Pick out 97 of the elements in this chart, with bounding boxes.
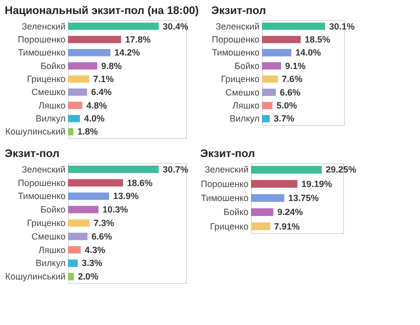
bar — [68, 36, 122, 44]
y-tick-label: Вилкул — [36, 114, 66, 124]
data-label: 7.1% — [93, 74, 114, 84]
data-label: 17.8% — [125, 34, 151, 44]
bar — [68, 219, 90, 227]
y-tick-label: Гриценко — [210, 221, 248, 232]
bar — [251, 194, 284, 202]
data-label: 4.0% — [84, 114, 104, 124]
y-tick-label: Порошенко — [18, 34, 66, 44]
data-label: 30.4% — [162, 21, 188, 32]
bar — [68, 62, 98, 70]
bar — [262, 75, 278, 83]
chart-title: Экзит-пол — [211, 5, 266, 17]
bar — [68, 102, 82, 109]
bar — [262, 115, 270, 122]
data-label: 5.0% — [276, 100, 297, 111]
y-tick-label: Порошенко — [212, 34, 260, 44]
data-label: 9.8% — [101, 60, 122, 71]
data-label: 7.3% — [94, 218, 114, 228]
bar — [68, 246, 81, 254]
data-label: 6.4% — [91, 87, 112, 98]
data-label: 10.3% — [102, 204, 128, 215]
data-label: 29.25% — [326, 164, 356, 175]
bar — [251, 166, 322, 174]
data-label: 13.75% — [288, 193, 319, 203]
y-tick-label: Бойко — [234, 60, 260, 71]
bar — [68, 272, 74, 280]
data-label: 9.24% — [277, 207, 303, 218]
data-label: 2.0% — [78, 272, 98, 282]
data-label: 13.9% — [113, 191, 139, 202]
data-label: 7.6% — [282, 74, 302, 84]
data-label: 3.3% — [82, 258, 102, 268]
y-tick-label: Ляшко — [38, 244, 66, 255]
y-tick-label: Тимошенко — [18, 191, 66, 202]
y-tick-label: Зеленский — [22, 164, 66, 174]
bar — [262, 88, 276, 96]
y-tick-label: Смешко — [32, 231, 66, 242]
y-tick-label: Зеленский — [216, 21, 260, 32]
bar — [68, 179, 123, 186]
y-tick-label: Бойко — [224, 207, 248, 218]
data-label: 18.5% — [304, 34, 330, 44]
y-tick-label: Тимошенко — [200, 193, 248, 203]
bar — [68, 88, 88, 96]
y-tick-label: Зеленский — [204, 164, 248, 175]
y-tick-label: Гриценко — [27, 74, 66, 84]
data-label: 7.91% — [274, 221, 300, 232]
data-label: 6.6% — [92, 231, 112, 242]
bar — [68, 114, 80, 122]
bar — [68, 128, 74, 136]
bar — [68, 232, 88, 240]
bar — [262, 49, 292, 56]
data-label: 30.7% — [162, 164, 188, 174]
data-label: 4.8% — [86, 100, 107, 110]
bar — [68, 22, 159, 30]
data-label: 3.7% — [274, 114, 294, 124]
chart-title: Экзит-пол — [200, 148, 255, 160]
y-tick-label: Порошенко — [18, 178, 66, 188]
bar — [68, 75, 90, 83]
data-label: 4.3% — [84, 244, 106, 255]
bar — [262, 22, 326, 30]
bar — [262, 36, 301, 44]
data-label: 6.6% — [280, 87, 300, 98]
y-tick-label: Гриценко — [221, 74, 260, 84]
data-label: 18.6% — [126, 178, 153, 188]
bar — [68, 206, 98, 214]
y-tick-label: Ляшко — [38, 100, 66, 110]
data-label: 19.19% — [301, 178, 332, 189]
y-tick-label: Тимошенко — [212, 48, 260, 58]
y-tick-label: Вилкул — [36, 258, 66, 268]
y-tick-label: Смешко — [226, 87, 260, 98]
bar — [68, 260, 78, 267]
chart-title: Экзит-пол — [4, 148, 60, 160]
data-label: 14.0% — [295, 48, 321, 58]
bar — [68, 49, 110, 56]
y-tick-label: Порошенко — [200, 178, 248, 189]
bar — [251, 208, 274, 216]
chart-title: Национальный экзит-пол (на 18:00) — [4, 5, 200, 17]
y-tick-label: Зеленский — [22, 21, 66, 32]
y-tick-label: Смешко — [32, 87, 66, 98]
data-label: 14.2% — [114, 48, 140, 58]
data-label: 30.1% — [329, 21, 355, 32]
y-tick-label: Бойко — [40, 204, 66, 215]
bar — [262, 62, 282, 70]
data-label: 9.1% — [285, 60, 306, 71]
y-tick-label: Тимошенко — [18, 48, 66, 58]
y-tick-label: Ляшко — [232, 100, 260, 111]
y-tick-label: Кошулинський — [5, 272, 66, 282]
bar — [68, 166, 159, 174]
data-label: 1.8% — [77, 126, 98, 137]
y-tick-label: Вилкул — [230, 114, 260, 124]
y-tick-label: Кошулинський — [5, 126, 66, 137]
y-tick-label: Бойко — [40, 60, 66, 71]
y-tick-label: Гриценко — [27, 218, 66, 228]
bar — [262, 102, 272, 110]
bar — [251, 180, 298, 188]
bar — [251, 222, 270, 230]
bar — [68, 192, 110, 200]
